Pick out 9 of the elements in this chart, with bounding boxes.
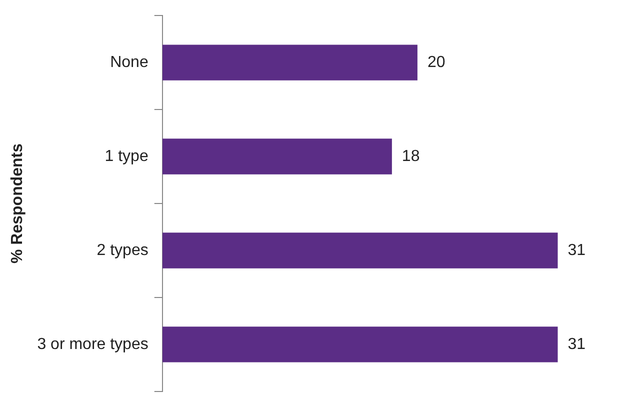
data-label: 31 — [568, 336, 586, 353]
y-tick-label: 1 type — [104, 148, 148, 165]
y-tick-label: None — [110, 54, 148, 71]
y-tick-label: 2 types — [96, 242, 148, 259]
data-label: 20 — [427, 54, 446, 71]
y-axis-title: % Respondents — [9, 143, 26, 264]
data-label: 18 — [402, 148, 420, 165]
data-label: 31 — [568, 242, 586, 259]
y-tick-label: 3 or more types — [37, 336, 148, 353]
